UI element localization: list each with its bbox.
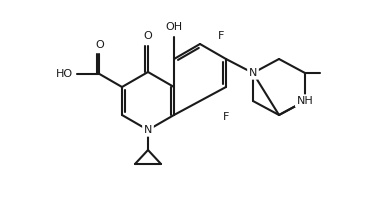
Text: N: N [249,68,257,78]
Text: F: F [223,112,229,122]
Text: HO: HO [57,69,73,79]
Text: OH: OH [166,22,182,32]
Text: N: N [144,125,152,135]
Text: O: O [143,31,152,41]
Text: NH: NH [297,96,313,106]
Text: F: F [218,31,224,41]
Text: O: O [95,40,104,50]
